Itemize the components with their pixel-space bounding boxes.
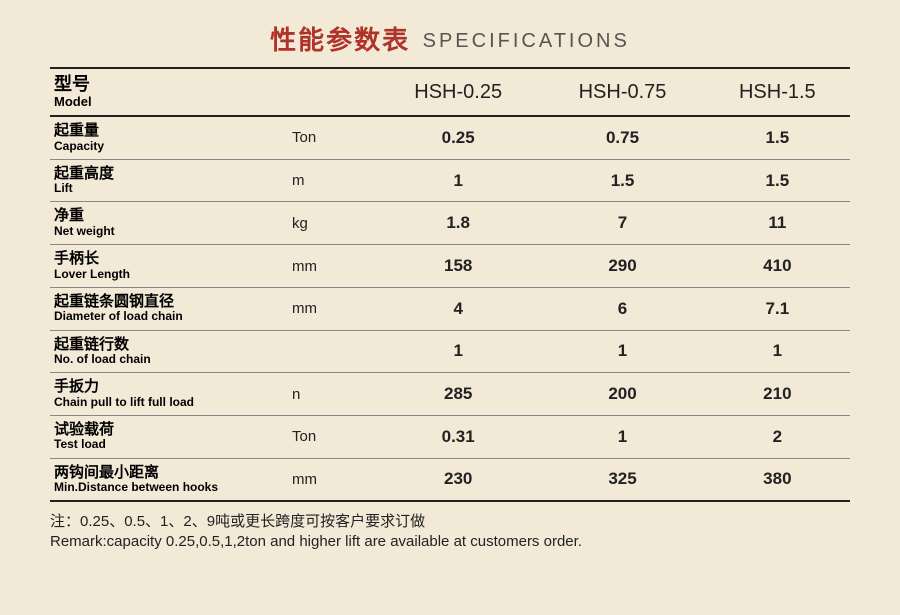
param-name: 试验载荷Test load xyxy=(50,415,288,458)
param-value: 290 xyxy=(540,245,704,288)
param-name-cn: 两钩间最小距离 xyxy=(54,465,284,482)
table-row: 两钩间最小距离Min.Distance between hooksmm23032… xyxy=(50,458,850,501)
param-unit: mm xyxy=(288,458,376,501)
param-value: 285 xyxy=(376,373,540,416)
table-row: 起重链行数No. of load chain111 xyxy=(50,330,850,373)
param-name-cn: 起重链条圆钢直径 xyxy=(54,294,284,311)
table-row: 手柄长Lover Lengthmm158290410 xyxy=(50,245,850,288)
param-name: 起重高度Lift xyxy=(50,159,288,202)
param-value: 230 xyxy=(376,458,540,501)
param-unit: mm xyxy=(288,245,376,288)
param-name-cn: 净重 xyxy=(54,208,284,225)
param-value: 0.25 xyxy=(376,116,540,159)
param-unit: kg xyxy=(288,202,376,245)
table-header-row: 型号 Model HSH-0.25 HSH-0.75 HSH-1.5 xyxy=(50,68,850,116)
param-name-en: Min.Distance between hooks xyxy=(54,481,284,494)
param-value: 11 xyxy=(705,202,850,245)
param-value: 1 xyxy=(705,330,850,373)
param-name-en: Lover Length xyxy=(54,268,284,281)
remark-en: Remark:capacity 0.25,0.5,1,2ton and high… xyxy=(50,532,850,552)
param-name-cn: 起重链行数 xyxy=(54,337,284,354)
param-unit: m xyxy=(288,159,376,202)
param-name-en: Capacity xyxy=(54,140,284,153)
table-body: 起重量CapacityTon0.250.751.5起重高度Liftm11.51.… xyxy=(50,116,850,501)
param-name: 两钩间最小距离Min.Distance between hooks xyxy=(50,458,288,501)
param-name-cn: 试验载荷 xyxy=(54,422,284,439)
remark-block: 注：0.25、0.5、1、2、9吨或更长跨度可按客户要求订做 Remark:ca… xyxy=(50,512,850,551)
table-row: 净重Net weightkg1.8711 xyxy=(50,202,850,245)
header-model: 型号 Model xyxy=(50,68,376,116)
param-value: 1.5 xyxy=(540,159,704,202)
model-col-2: HSH-1.5 xyxy=(705,68,850,116)
param-name: 净重Net weight xyxy=(50,202,288,245)
param-value: 0.31 xyxy=(376,415,540,458)
param-name-en: Chain pull to lift full load xyxy=(54,396,284,409)
table-row: 手扳力Chain pull to lift full loadn28520021… xyxy=(50,373,850,416)
param-name-cn: 起重高度 xyxy=(54,166,284,183)
param-unit: mm xyxy=(288,287,376,330)
param-value: 410 xyxy=(705,245,850,288)
param-value: 1 xyxy=(376,330,540,373)
param-value: 7 xyxy=(540,202,704,245)
table-row: 起重链条圆钢直径Diameter of load chainmm467.1 xyxy=(50,287,850,330)
param-unit: Ton xyxy=(288,116,376,159)
param-name-en: Diameter of load chain xyxy=(54,310,284,323)
param-name: 起重链条圆钢直径Diameter of load chain xyxy=(50,287,288,330)
param-name: 手扳力Chain pull to lift full load xyxy=(50,373,288,416)
param-value: 158 xyxy=(376,245,540,288)
param-name-en: Lift xyxy=(54,182,284,195)
param-unit: Ton xyxy=(288,415,376,458)
param-value: 2 xyxy=(705,415,850,458)
param-value: 1 xyxy=(540,415,704,458)
param-value: 1.5 xyxy=(705,116,850,159)
param-unit: n xyxy=(288,373,376,416)
table-row: 试验载荷Test loadTon0.3112 xyxy=(50,415,850,458)
title-cn: 性能参数表 xyxy=(270,25,410,55)
table-row: 起重高度Liftm11.51.5 xyxy=(50,159,850,202)
param-value: 1 xyxy=(376,159,540,202)
param-value: 380 xyxy=(705,458,850,501)
param-name-cn: 手柄长 xyxy=(54,251,284,268)
title-en: SPECIFICATIONS xyxy=(423,30,630,52)
param-name: 手柄长Lover Length xyxy=(50,245,288,288)
param-name: 起重量Capacity xyxy=(50,116,288,159)
spec-table: 型号 Model HSH-0.25 HSH-0.75 HSH-1.5 起重量Ca… xyxy=(50,67,850,502)
param-name: 起重链行数No. of load chain xyxy=(50,330,288,373)
param-name-cn: 手扳力 xyxy=(54,379,284,396)
model-col-1: HSH-0.75 xyxy=(540,68,704,116)
param-value: 7.1 xyxy=(705,287,850,330)
spec-sheet: 性能参数表 SPECIFICATIONS 型号 Model HSH-0.25 H… xyxy=(0,0,900,615)
param-unit xyxy=(288,330,376,373)
header-model-cn: 型号 xyxy=(54,75,372,95)
param-name-cn: 起重量 xyxy=(54,123,284,140)
param-value: 6 xyxy=(540,287,704,330)
header-model-en: Model xyxy=(54,95,372,109)
param-value: 210 xyxy=(705,373,850,416)
param-name-en: No. of load chain xyxy=(54,353,284,366)
title-row: 性能参数表 SPECIFICATIONS xyxy=(50,20,850,57)
param-value: 1 xyxy=(540,330,704,373)
param-name-en: Test load xyxy=(54,438,284,451)
param-value: 0.75 xyxy=(540,116,704,159)
model-col-0: HSH-0.25 xyxy=(376,68,540,116)
table-row: 起重量CapacityTon0.250.751.5 xyxy=(50,116,850,159)
param-value: 1.5 xyxy=(705,159,850,202)
param-value: 325 xyxy=(540,458,704,501)
param-value: 1.8 xyxy=(376,202,540,245)
param-name-en: Net weight xyxy=(54,225,284,238)
param-value: 200 xyxy=(540,373,704,416)
remark-cn: 注：0.25、0.5、1、2、9吨或更长跨度可按客户要求订做 xyxy=(50,512,850,532)
param-value: 4 xyxy=(376,287,540,330)
